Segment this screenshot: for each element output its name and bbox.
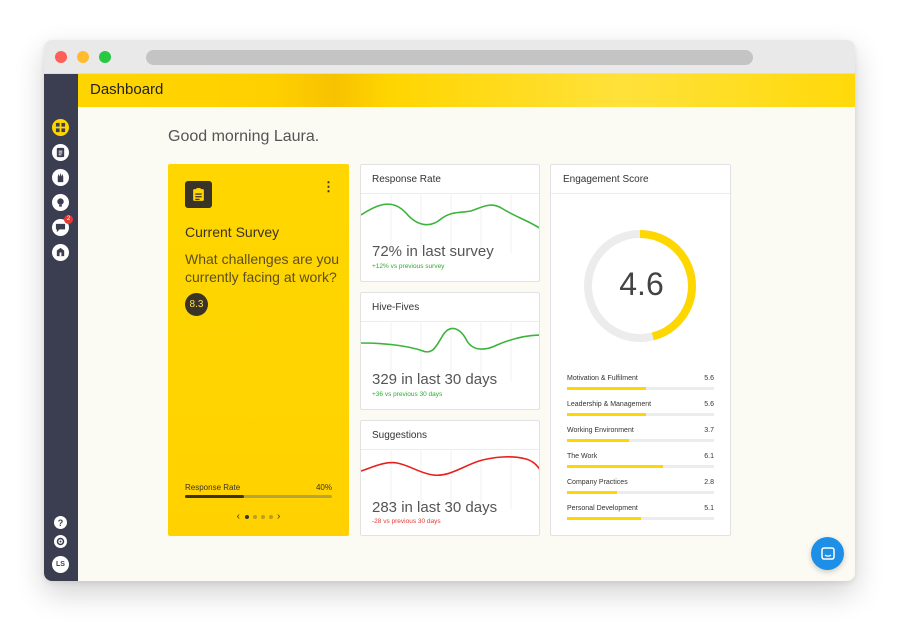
engagement-score-card[interactable]: Engagement Score 4.6 Motivation & Fulfil… [550, 164, 732, 536]
metric-name: Personal Development [567, 505, 638, 512]
response-rate-bar-fill [185, 495, 244, 498]
card-title: Suggestions [372, 430, 428, 441]
response-rate-bar [185, 495, 332, 498]
metric-bar [567, 413, 714, 416]
response-rate-sparkline [361, 193, 539, 253]
chat-support-button[interactable] [811, 537, 844, 570]
pager-prev-icon[interactable]: ‹ [236, 511, 240, 523]
address-bar[interactable] [146, 50, 753, 65]
metric-bar [567, 517, 714, 520]
current-survey-card[interactable]: ⋮ Current Survey What challenges are you… [168, 164, 349, 536]
metric-value: 6.1 [704, 453, 714, 460]
survey-icon[interactable] [52, 144, 69, 161]
metric-value: 2.8 [704, 479, 714, 486]
hive-fives-card[interactable]: Hive-Fives 329 in last 30 days +36 vs pr… [360, 292, 540, 410]
avatar[interactable]: LS [52, 556, 69, 573]
divider [361, 193, 539, 194]
clipboard-icon [185, 181, 212, 208]
survey-question: What challenges are you currently facing… [185, 251, 340, 285]
pager-dot[interactable] [252, 514, 257, 519]
browser-titlebar [44, 40, 855, 74]
metric-bar-fill [567, 439, 629, 442]
sidebar: 2 ? LS [44, 74, 78, 581]
page-title: Dashboard [90, 81, 164, 98]
hive-fives-delta: +36 vs previous 30 days [372, 391, 443, 398]
response-rate-value: 40% [315, 483, 332, 492]
metric-value: 3.7 [704, 427, 714, 434]
dashboard-icon[interactable] [52, 119, 69, 136]
notification-badge: 2 [64, 215, 73, 224]
help-icon[interactable]: ? [54, 516, 67, 529]
pager-dot[interactable] [268, 514, 273, 519]
response-rate-card[interactable]: Response Rate 72% in last survey +12% vs… [360, 164, 540, 282]
pager-dot[interactable] [244, 514, 249, 519]
suggestions-card[interactable]: Suggestions 283 in last 30 days -28 vs p… [360, 420, 540, 536]
metric-value: 5.1 [704, 505, 714, 512]
response-rate-label: Response Rate [185, 483, 241, 492]
maximize-window-button[interactable] [99, 51, 111, 63]
browser-window: 2 ? LS Dashboard Good morning Laura. ⋮ C… [44, 40, 855, 581]
card-title: Response Rate [372, 174, 441, 185]
greeting: Good morning Laura. [168, 128, 320, 145]
metric-bar [567, 491, 714, 494]
divider [361, 449, 539, 450]
metric-bar-fill [567, 517, 641, 520]
settings-icon[interactable] [54, 535, 67, 548]
hive-fives-sparkline [361, 321, 539, 381]
more-options-icon[interactable]: ⋮ [322, 179, 335, 194]
metric-name: Motivation & Fulfilment [567, 375, 638, 382]
card-title: Hive-Fives [372, 302, 420, 313]
metric-name: Working Environment [567, 427, 634, 434]
engagement-gauge [584, 230, 696, 342]
minimize-window-button[interactable] [77, 51, 89, 63]
metric-name: Company Practices [567, 479, 628, 486]
metric-value: 5.6 [704, 401, 714, 408]
metric-bar [567, 439, 714, 442]
messages-icon[interactable]: 2 [52, 215, 73, 236]
survey-score-badge: 8.3 [185, 293, 208, 316]
engagement-score-value: 4.6 [619, 266, 664, 302]
metric-bar-fill [567, 491, 617, 494]
metric-name: Leadership & Management [567, 401, 652, 408]
survey-label: Current Survey [185, 224, 280, 240]
suggestions-delta: -28 vs previous 30 days [372, 518, 441, 525]
metric-bar [567, 465, 714, 468]
metric-bar [567, 387, 714, 390]
top-bar: Dashboard [78, 74, 855, 107]
hive-five-icon[interactable] [52, 169, 69, 186]
metric-value: 5.6 [704, 375, 714, 382]
response-rate-headline: 72% in last survey [372, 243, 494, 260]
divider [361, 321, 539, 322]
reports-icon[interactable] [52, 244, 69, 261]
hive-fives-headline: 329 in last 30 days [372, 371, 498, 388]
metric-name: The Work [567, 453, 598, 460]
divider [551, 193, 732, 194]
suggestions-sparkline [361, 449, 539, 509]
metric-bar-fill [567, 465, 663, 468]
pager-dot[interactable] [260, 514, 265, 519]
survey-pager: ‹ › [168, 511, 349, 522]
pager-next-icon[interactable]: › [277, 511, 281, 523]
response-rate-delta: +12% vs previous survey [372, 263, 445, 270]
card-title: Engagement Score [563, 174, 649, 185]
metric-bar-fill [567, 387, 647, 390]
suggestions-icon[interactable] [52, 194, 69, 211]
close-window-button[interactable] [55, 51, 67, 63]
suggestions-headline: 283 in last 30 days [372, 499, 498, 516]
metric-bar-fill [567, 413, 647, 416]
